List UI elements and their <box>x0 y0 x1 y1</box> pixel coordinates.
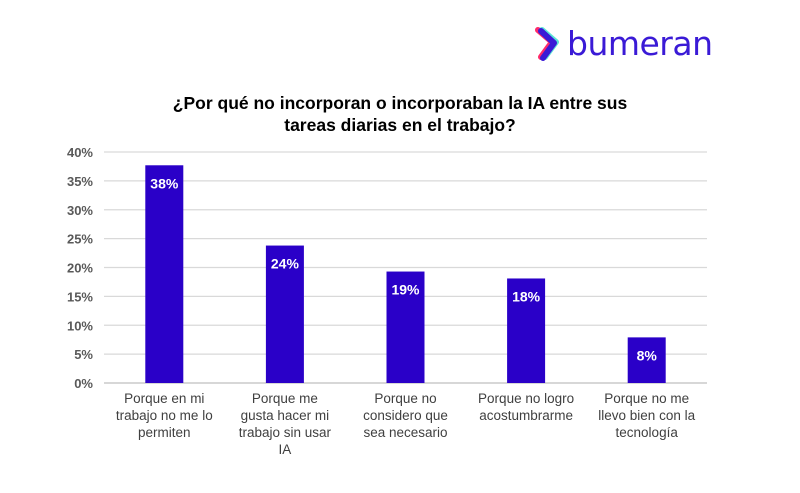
data-label: 19% <box>391 282 420 298</box>
data-label: 38% <box>150 175 179 191</box>
data-label: 8% <box>637 347 658 363</box>
x-category-label-line: Porque no logro <box>478 391 574 406</box>
bumeran-chevron-icon <box>535 26 559 61</box>
y-tick-label: 0% <box>74 376 93 391</box>
x-category-label: Porque no logro acostumbrarme <box>478 391 574 423</box>
x-category-label-line: permiten <box>138 425 191 440</box>
x-category-label: Porque no me llevo bien con la tecnología <box>598 391 695 440</box>
x-category-label: Porque no considero que sea necesario <box>363 391 448 440</box>
x-category-label-line: llevo bien con la <box>598 408 695 423</box>
y-tick-label: 30% <box>67 203 93 218</box>
x-category-label-line: tecnología <box>616 425 679 440</box>
data-label: 18% <box>512 288 541 304</box>
data-label: 24% <box>271 256 300 272</box>
y-tick-label: 15% <box>67 289 93 304</box>
y-tick-label: 25% <box>67 232 93 247</box>
chart-title-line: ¿Por qué no incorporan o incorporaban la… <box>172 93 628 113</box>
x-category-label-line: Porque me <box>252 391 318 406</box>
bar <box>386 271 425 383</box>
y-tick-label: 40% <box>67 145 93 160</box>
x-category-label-line: trabajo no me lo <box>116 408 213 423</box>
bar <box>507 278 546 383</box>
x-category-label-line: acostumbrarme <box>479 408 573 423</box>
x-category-label-line: IA <box>279 442 292 457</box>
x-category-label-line: Porque no me <box>604 391 689 406</box>
chart-title: ¿Por qué no incorporan o incorporaban la… <box>0 92 800 136</box>
bar <box>265 245 304 383</box>
y-tick-label: 5% <box>74 347 93 362</box>
chart-title-line: tareas diarias en el trabajo? <box>284 115 516 135</box>
logo-text: bumeran <box>567 24 713 63</box>
x-category-label-line: Porque no <box>374 391 436 406</box>
y-tick-label: 10% <box>67 318 93 333</box>
x-category-label-line: trabajo sin usar <box>239 425 332 440</box>
y-tick-label: 20% <box>67 261 93 276</box>
bar <box>145 165 184 383</box>
x-category-label: Porque me gusta hacer mi trabajo sin usar I… <box>239 391 332 457</box>
x-category-label-line: Porque en mi <box>124 391 204 406</box>
x-category-label-line: considero que <box>363 408 448 423</box>
y-tick-label: 35% <box>67 174 93 189</box>
x-category-label: Porque en mi trabajo no me lo permiten <box>116 391 213 440</box>
bumeran-logo: bumeran <box>535 24 713 63</box>
bar <box>627 337 666 383</box>
x-category-label-line: sea necesario <box>363 425 447 440</box>
x-category-label-line: gusta hacer mi <box>241 408 330 423</box>
